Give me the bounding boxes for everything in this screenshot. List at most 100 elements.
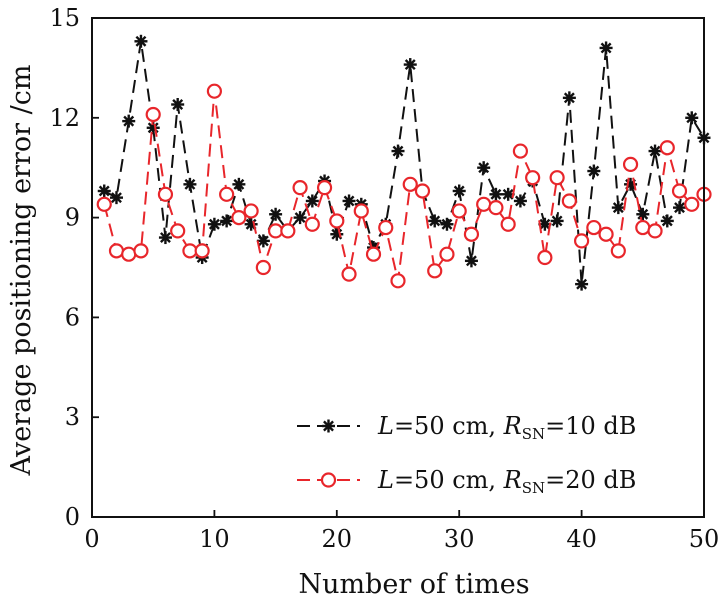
y-tick-label-0: 0 [65, 503, 80, 531]
series-2-point-22 [353, 203, 369, 219]
series-1-point-21 [342, 194, 356, 208]
series-2-point-2 [108, 243, 125, 259]
series-1-point-15 [269, 207, 283, 221]
series-1-point-47 [660, 214, 674, 228]
series-1-point-48 [673, 201, 687, 215]
series-1-point-46 [648, 144, 662, 158]
series-1-point-35 [513, 194, 527, 208]
series-2-point-4 [133, 243, 149, 259]
series-1-point-43 [611, 201, 625, 215]
series-1-point-7 [171, 97, 185, 111]
axes-layer: 0 10 20 30 40 50 0 3 6 9 12 15 [49, 4, 719, 553]
series-1-point-10 [207, 217, 221, 231]
plot-frame [91, 17, 705, 518]
y-tick-label-15: 15 [49, 4, 80, 32]
series-2-point-38 [549, 170, 565, 186]
series-1-point-45 [636, 207, 650, 221]
series-1-point-11 [220, 214, 234, 228]
series-1-point-40 [575, 277, 589, 291]
series-1-point-4 [134, 34, 148, 48]
series-2-point-26 [402, 176, 418, 192]
series-2-point-21 [341, 266, 357, 282]
series-2-point-29 [439, 246, 455, 262]
series-2-point-24 [378, 219, 394, 236]
series-2-point-23 [365, 246, 382, 262]
series-2-point-37 [537, 249, 553, 266]
legend: L=50 cm, RSN=10 dB L=50 cm, RSN=20 dB [297, 412, 636, 497]
series-2-point-5 [145, 106, 161, 123]
series-2-point-13 [243, 203, 259, 219]
series-2-point-40 [573, 233, 590, 249]
series-1-point-39 [562, 91, 576, 105]
series-2-point-15 [268, 223, 284, 239]
series-2-point-39 [561, 193, 577, 209]
series-2-point-48 [671, 183, 688, 199]
legend-item-2: L=50 cm, RSN=20 dB [297, 466, 636, 497]
series-1-point-49 [685, 111, 699, 125]
legend-marker-1 [322, 419, 335, 433]
series-1-point-17 [293, 211, 307, 225]
series-2-point-47 [659, 140, 675, 156]
series-1-point-30 [452, 184, 466, 198]
x-tick-label-20: 20 [322, 525, 353, 553]
series-2-point-31 [463, 226, 480, 242]
series-1-point-38 [550, 214, 564, 228]
series-2-point-43 [610, 243, 626, 259]
x-tick-label-30: 30 [444, 525, 475, 553]
series-1-point-2 [109, 191, 123, 205]
y-tick-label-6: 6 [65, 303, 80, 331]
legend-label-2: L=50 cm, RSN=20 dB [377, 466, 636, 497]
x-tick-label-40: 40 [566, 525, 597, 553]
x-axis-label: Number of times [298, 569, 529, 600]
series-2-point-16 [280, 223, 296, 239]
series-1-point-12 [232, 177, 246, 191]
series-2-point-46 [647, 223, 663, 239]
series-2-point-28 [427, 263, 443, 279]
series-1-point-32 [477, 161, 491, 175]
x-tick-label-50: 50 [689, 525, 720, 553]
series-2-line [103, 91, 705, 282]
series-1-point-8 [183, 177, 197, 191]
series-2-point-44 [622, 156, 639, 172]
series-2-point-25 [390, 273, 406, 289]
legend-marker-2 [320, 472, 337, 488]
x-tick-label-0: 0 [84, 525, 99, 553]
series-2-point-45 [635, 219, 651, 236]
series-2-point-9 [194, 243, 210, 259]
series-2-point-27 [414, 183, 431, 199]
series-2-point-33 [488, 200, 504, 216]
series-2-point-35 [512, 143, 529, 159]
series-1-point-42 [599, 41, 613, 55]
series-2-point-42 [598, 226, 614, 242]
series-1-point-29 [440, 217, 454, 231]
series-2-point-32 [476, 196, 492, 212]
series-2-point-20 [329, 213, 345, 229]
series-2-point-34 [500, 216, 516, 232]
series-layer [96, 34, 712, 291]
series-2-point-10 [206, 83, 222, 99]
series-2-point-6 [157, 186, 174, 202]
series-2-point-14 [255, 259, 271, 276]
series-1-point-1 [97, 184, 111, 198]
legend-label-1: L=50 cm, RSN=10 dB [377, 412, 636, 443]
series-2-point-17 [292, 180, 308, 196]
series-1-point-26 [403, 58, 417, 72]
series-1-point-28 [428, 214, 442, 228]
series-2-point-41 [586, 219, 602, 236]
series-2-point-7 [170, 223, 186, 239]
x-tick-label-10: 10 [199, 525, 230, 553]
legend-item-1: L=50 cm, RSN=10 dB [297, 412, 636, 443]
series-2-point-18 [304, 216, 320, 232]
y-tick-label-12: 12 [49, 104, 80, 132]
series-1-point-25 [391, 144, 405, 158]
series-2-point-30 [451, 203, 467, 219]
series-1-point-33 [489, 187, 503, 201]
series-1-point-14 [256, 234, 270, 248]
series-1-point-18 [305, 194, 319, 208]
series-2-point-3 [121, 246, 137, 262]
series-2-point-19 [316, 180, 333, 196]
series-2-point-8 [182, 243, 198, 259]
y-axis-label: Average positioning error /cm [6, 65, 37, 477]
series-1-point-41 [587, 164, 601, 178]
